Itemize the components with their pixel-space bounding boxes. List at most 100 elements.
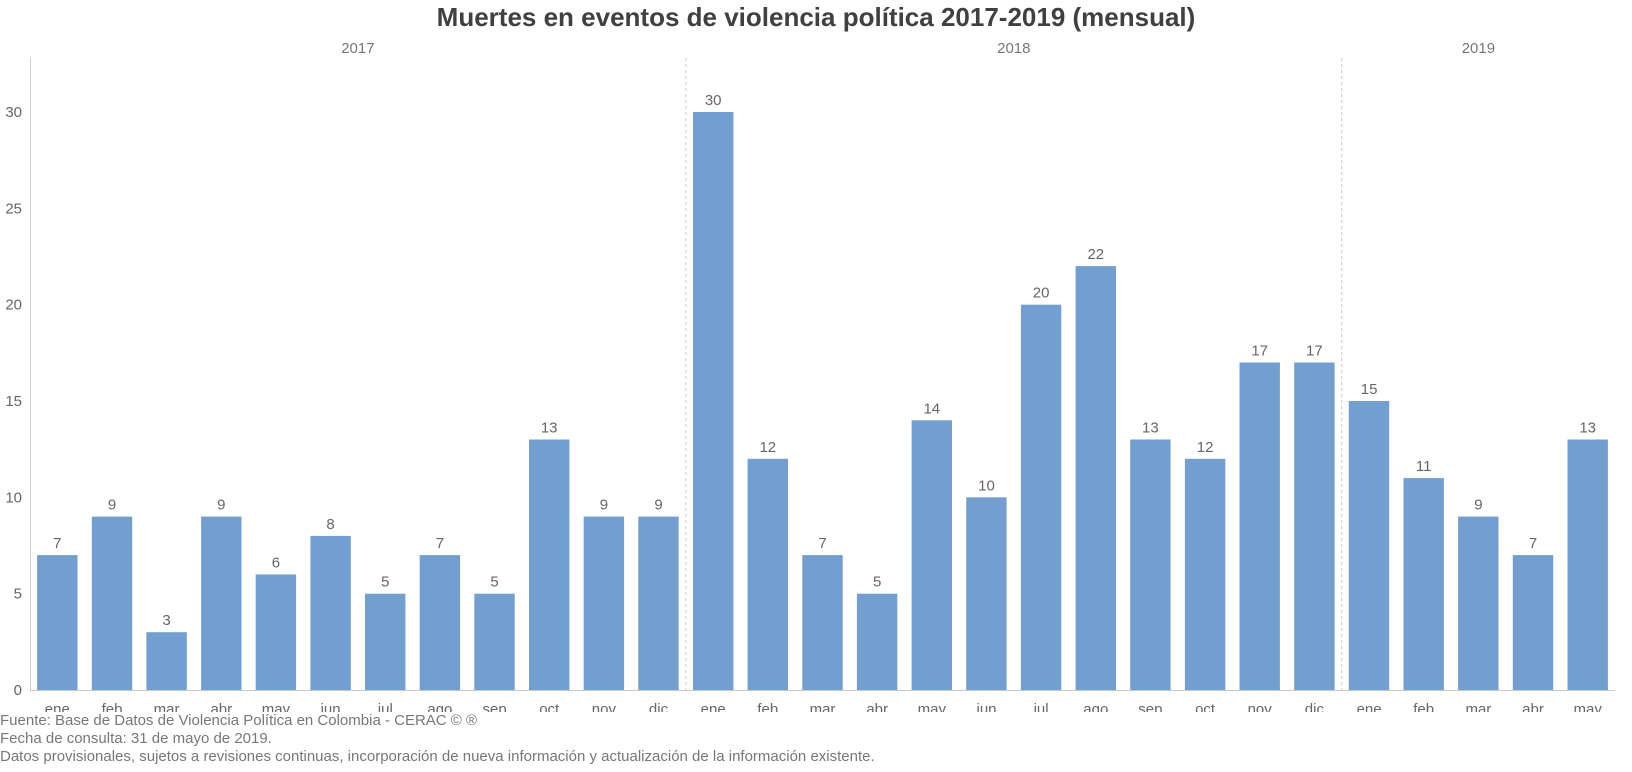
data-labels: 7 9 3 9 6 8 5 7 5 13 9 9 30 12 7 5 14 10 20 22 13 12 17 17 15 11 9… xyxy=(53,92,1596,629)
bar-2017-may xyxy=(255,574,297,690)
footer-date: Fecha de consulta: 31 de mayo de 2019. xyxy=(0,730,272,747)
data-label-2019-may: 13 xyxy=(1579,420,1596,437)
bar-2017-feb xyxy=(91,516,133,690)
data-label-2018-ago: 22 xyxy=(1087,246,1104,263)
category-label-2018-jul: jul xyxy=(1033,701,1049,712)
category-label-2017-jul: jul xyxy=(377,701,393,712)
bar-2018-feb xyxy=(747,458,788,690)
bar-2019-abr xyxy=(1512,555,1554,690)
data-label-2017-dic: 9 xyxy=(654,497,662,514)
data-label-2019-ene: 15 xyxy=(1361,381,1378,398)
y-tick-label-10: 10 xyxy=(5,489,22,506)
category-label-2017-oct: oct xyxy=(539,701,560,712)
bar-2019-feb xyxy=(1403,478,1444,690)
chart-footer: Fuente: Base de Datos de Violencia Polít… xyxy=(0,712,875,766)
data-label-2017-ago: 7 xyxy=(436,535,444,552)
data-label-2018-dic: 17 xyxy=(1306,343,1323,360)
data-label-2018-oct: 12 xyxy=(1197,439,1214,456)
data-label-2018-feb: 12 xyxy=(759,439,776,456)
category-label-2018-mar: mar xyxy=(810,701,836,712)
category-label-2019-may: may xyxy=(1574,701,1603,712)
data-label-2018-abr: 5 xyxy=(873,574,881,591)
category-label-2018-dic: dic xyxy=(1305,701,1325,712)
data-label-2017-sep: 5 xyxy=(490,574,498,591)
data-label-2018-jul: 20 xyxy=(1033,285,1050,302)
bar-2018-ene xyxy=(693,112,734,690)
data-label-2018-ene: 30 xyxy=(705,92,722,109)
bar-2019-may xyxy=(1567,439,1608,690)
category-label-2017-ene: ene xyxy=(45,701,70,712)
category-label-2017-mar: mar xyxy=(154,701,180,712)
y-tick-label-20: 20 xyxy=(5,297,22,314)
data-label-2019-mar: 9 xyxy=(1474,497,1482,514)
bar-2019-mar xyxy=(1458,516,1499,690)
category-label-2017-feb: feb xyxy=(102,701,123,712)
data-label-2017-ene: 7 xyxy=(53,535,61,552)
year-label-2017: 2017 xyxy=(341,40,374,57)
bar-2018-may xyxy=(911,420,952,690)
category-label-2018-may: may xyxy=(918,701,947,712)
category-label-2019-feb: feb xyxy=(1413,701,1434,712)
bar-2018-ago xyxy=(1075,266,1116,690)
data-label-2019-feb: 11 xyxy=(1416,458,1432,475)
bar-chart: Muertes en eventos de violencia política… xyxy=(5,2,1615,712)
category-label-2017-abr: abr xyxy=(210,701,232,712)
category-label-2018-feb: feb xyxy=(757,701,778,712)
bar-2018-nov xyxy=(1239,362,1280,690)
data-label-2017-jul: 5 xyxy=(381,574,389,591)
y-tick-label-25: 25 xyxy=(5,200,22,217)
bar-2018-jul xyxy=(1020,304,1062,690)
category-label-2017-jun: jun xyxy=(320,701,341,712)
bar-2017-ene xyxy=(37,555,78,690)
bar-2017-jun xyxy=(310,535,351,690)
category-label-2019-abr: abr xyxy=(1522,701,1544,712)
bar-2017-sep xyxy=(474,593,515,690)
year-label-2019: 2019 xyxy=(1462,40,1495,57)
bar-2018-abr xyxy=(856,593,898,690)
data-label-2018-mar: 7 xyxy=(818,535,826,552)
data-label-2019-abr: 7 xyxy=(1529,535,1537,552)
y-tick-label-0: 0 xyxy=(14,682,22,699)
y-tick-label-5: 5 xyxy=(14,586,22,603)
bar-2018-dic xyxy=(1294,362,1335,690)
y-axis-ticks: 0 5 10 15 20 25 30 xyxy=(5,104,22,699)
data-label-2017-jun: 8 xyxy=(326,516,334,533)
category-label-2017-nov: nov xyxy=(592,701,617,712)
axes xyxy=(30,58,1615,691)
footer-source: Fuente: Base de Datos de Violencia Polít… xyxy=(0,712,478,729)
year-labels: 2017 2018 2019 xyxy=(341,40,1495,57)
category-label-2018-oct: oct xyxy=(1195,701,1216,712)
data-label-2017-abr: 9 xyxy=(217,497,225,514)
category-label-2019-mar: mar xyxy=(1465,701,1491,712)
category-label-2018-jun: jun xyxy=(975,701,996,712)
year-label-2018: 2018 xyxy=(997,40,1030,57)
category-label-2017-dic: dic xyxy=(649,701,669,712)
bar-2018-mar xyxy=(802,555,843,690)
category-label-2017-ago: ago xyxy=(427,701,452,712)
chart-title: Muertes en eventos de violencia política… xyxy=(437,2,1196,32)
category-label-2019-ene: ene xyxy=(1357,701,1382,712)
category-label-2017-may: may xyxy=(262,701,291,712)
category-label-2018-ene: ene xyxy=(701,701,726,712)
bar-2017-nov xyxy=(583,516,625,690)
bar-2017-dic xyxy=(638,516,679,690)
bar-2019-ene xyxy=(1348,401,1390,690)
category-labels: ene feb mar abr may jun jul ago sep oct nov dic ene f… xyxy=(45,701,1603,712)
category-label-2018-sep: sep xyxy=(1138,701,1162,712)
category-label-2017-sep: sep xyxy=(483,701,507,712)
data-label-2017-feb: 9 xyxy=(108,497,116,514)
bar-2018-sep xyxy=(1130,439,1171,690)
data-label-2017-oct: 13 xyxy=(541,420,558,437)
data-label-2017-nov: 9 xyxy=(600,497,608,514)
bar-2017-oct xyxy=(529,439,570,690)
bar-2017-abr xyxy=(201,516,242,690)
bar-2018-oct xyxy=(1184,458,1226,690)
category-label-2018-abr: abr xyxy=(866,701,888,712)
bars xyxy=(37,112,1608,690)
bar-2018-jun xyxy=(966,497,1007,690)
data-label-2017-may: 6 xyxy=(272,554,280,571)
data-label-2018-may: 14 xyxy=(923,400,940,417)
category-label-2018-nov: nov xyxy=(1248,701,1273,712)
bar-2017-jul xyxy=(365,593,406,690)
y-tick-label-15: 15 xyxy=(5,393,22,410)
